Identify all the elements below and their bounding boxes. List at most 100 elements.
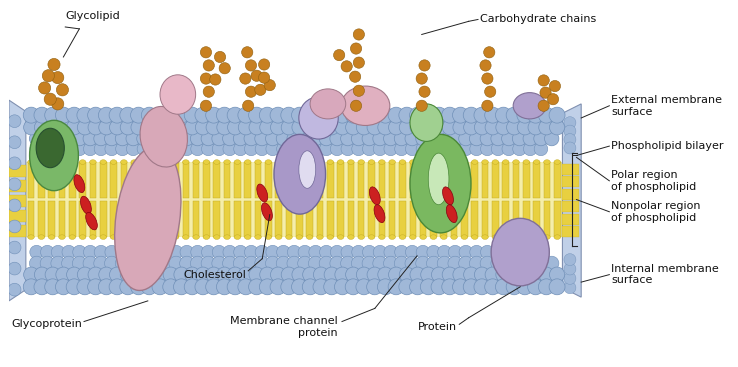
Bar	[451, 201, 458, 237]
Circle shape	[184, 279, 200, 295]
Circle shape	[51, 245, 65, 259]
Circle shape	[8, 241, 21, 254]
Circle shape	[320, 245, 333, 259]
Circle shape	[52, 98, 64, 110]
Circle shape	[378, 267, 393, 282]
Bar	[492, 162, 499, 198]
Bar	[472, 162, 478, 198]
Circle shape	[564, 263, 576, 275]
Circle shape	[469, 256, 483, 270]
Ellipse shape	[296, 235, 303, 239]
Ellipse shape	[275, 235, 282, 239]
Bar	[203, 162, 210, 198]
Ellipse shape	[430, 235, 437, 239]
Circle shape	[442, 279, 458, 295]
Circle shape	[549, 279, 565, 295]
Ellipse shape	[79, 235, 86, 239]
Circle shape	[41, 245, 54, 259]
Circle shape	[538, 100, 549, 112]
Circle shape	[419, 86, 430, 97]
Bar	[131, 162, 137, 198]
Circle shape	[523, 245, 537, 259]
Ellipse shape	[162, 160, 168, 164]
Circle shape	[308, 245, 323, 259]
Ellipse shape	[131, 160, 137, 164]
Circle shape	[77, 107, 93, 123]
Circle shape	[395, 142, 408, 156]
Circle shape	[394, 131, 409, 146]
Circle shape	[238, 120, 253, 135]
Ellipse shape	[86, 212, 97, 230]
Bar	[430, 201, 437, 237]
Circle shape	[485, 86, 496, 97]
Circle shape	[201, 256, 215, 270]
Circle shape	[270, 267, 286, 282]
Bar	[562, 214, 579, 225]
Circle shape	[513, 245, 526, 259]
Circle shape	[88, 267, 103, 282]
Circle shape	[297, 256, 312, 270]
Circle shape	[442, 267, 458, 282]
Circle shape	[356, 279, 372, 295]
Circle shape	[352, 142, 365, 156]
Circle shape	[384, 245, 398, 259]
Text: Internal membrane
surface: Internal membrane surface	[611, 264, 719, 286]
Bar	[120, 162, 127, 198]
Bar	[141, 201, 148, 237]
Bar	[89, 201, 96, 237]
Circle shape	[42, 70, 55, 82]
Circle shape	[539, 120, 554, 135]
Bar	[523, 201, 530, 237]
Circle shape	[416, 100, 427, 112]
Circle shape	[131, 107, 147, 123]
Bar	[379, 162, 385, 198]
Ellipse shape	[513, 92, 546, 119]
Circle shape	[210, 74, 221, 85]
Circle shape	[502, 142, 516, 156]
Ellipse shape	[379, 160, 385, 164]
Circle shape	[83, 245, 97, 259]
Circle shape	[216, 279, 232, 295]
Circle shape	[427, 256, 441, 270]
Circle shape	[30, 131, 44, 146]
Ellipse shape	[534, 160, 540, 164]
Circle shape	[233, 256, 248, 270]
Circle shape	[482, 73, 493, 84]
Circle shape	[24, 267, 39, 282]
Bar	[265, 162, 272, 198]
Circle shape	[292, 120, 307, 135]
Circle shape	[8, 199, 21, 212]
Circle shape	[277, 245, 290, 259]
Bar	[172, 201, 179, 237]
Circle shape	[545, 256, 559, 270]
Circle shape	[126, 142, 140, 156]
Bar	[562, 177, 579, 187]
Circle shape	[356, 267, 371, 282]
Circle shape	[200, 100, 212, 112]
Ellipse shape	[544, 235, 551, 239]
Ellipse shape	[275, 160, 282, 164]
Circle shape	[200, 73, 212, 84]
Circle shape	[126, 256, 140, 270]
Bar	[358, 162, 365, 198]
Circle shape	[94, 245, 108, 259]
Bar	[389, 201, 396, 237]
Ellipse shape	[317, 160, 323, 164]
Circle shape	[459, 245, 472, 259]
Circle shape	[158, 131, 173, 146]
Circle shape	[549, 107, 565, 123]
Bar	[203, 201, 210, 237]
Bar	[306, 201, 313, 237]
Circle shape	[159, 142, 172, 156]
Ellipse shape	[110, 160, 117, 164]
Ellipse shape	[28, 160, 34, 164]
Circle shape	[463, 107, 479, 123]
Circle shape	[137, 131, 151, 146]
Ellipse shape	[110, 235, 117, 239]
Circle shape	[377, 107, 393, 123]
Circle shape	[506, 107, 522, 123]
Ellipse shape	[554, 160, 561, 164]
Bar	[49, 201, 55, 237]
Circle shape	[258, 72, 270, 83]
Circle shape	[480, 60, 491, 71]
